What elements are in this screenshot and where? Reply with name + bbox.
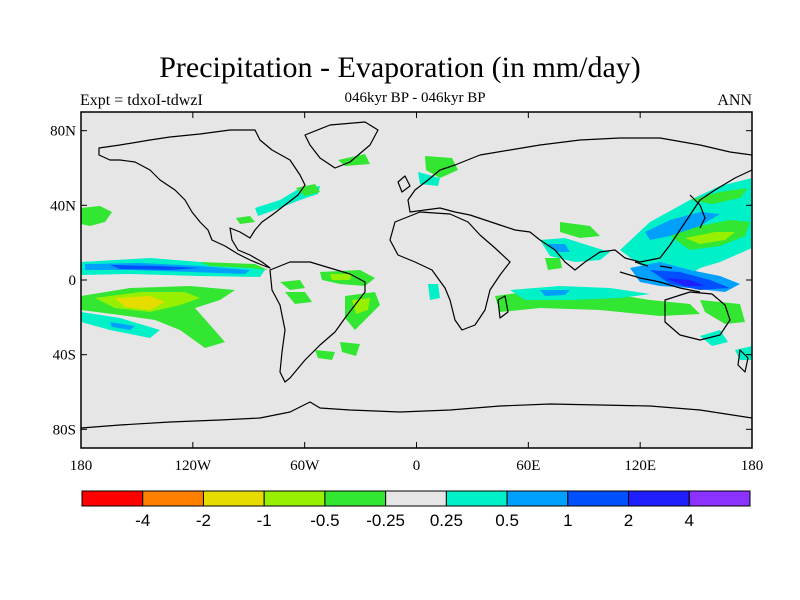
coastline-indonesia — [619, 261, 701, 293]
x-axis: 180 120W 60W 0 60E 120E 180 — [70, 112, 764, 474]
x-tick-label: 60W — [290, 458, 320, 474]
y-tick-label: 40N — [50, 198, 76, 214]
coastline-australia — [664, 291, 731, 341]
field-region-spcz-wet-core — [110, 322, 135, 330]
coastline-north-america — [98, 129, 306, 269]
colorbar-label: -0.25 — [366, 511, 405, 530]
field-region-brazil-dry — [330, 274, 352, 280]
field-region-patagonia-green — [285, 292, 312, 304]
coastline-japan — [689, 194, 706, 229]
field-region-sam-south-green — [315, 350, 335, 360]
x-tick-label: 0 — [413, 458, 421, 474]
field-region-satl-green-mid — [352, 298, 370, 314]
y-tick-label: 40S — [53, 348, 76, 364]
coastline-africa — [389, 211, 511, 331]
field-region-atl-green — [296, 184, 320, 196]
field-region-kuroshio-dry — [685, 232, 735, 244]
field-region-arabia-core — [548, 244, 570, 252]
field-region-gulf-green — [236, 216, 255, 224]
field-region-nepac-dry — [81, 206, 112, 226]
colorbar-swatch — [324, 490, 387, 507]
colorbar: -4 -2 -1 -0.5 -0.25 0.25 0.5 1 2 4 — [81, 490, 751, 530]
field-region-npac-wet-max — [110, 265, 200, 270]
colorbar-label: -0.5 — [310, 511, 339, 530]
colorbar-swatch — [445, 490, 508, 507]
colorbar-swatch — [263, 490, 326, 507]
colorbar-label: 2 — [624, 511, 633, 530]
season-label: ANN — [717, 92, 752, 109]
colorbar-swatch — [81, 490, 144, 507]
colorbar-swatch — [385, 490, 447, 507]
field-region-sio-wet-core — [540, 290, 570, 296]
field-region-india-green — [545, 258, 562, 270]
field-region-sam-south-green-2 — [340, 342, 360, 356]
field-region-mc-wet-max — [665, 278, 705, 286]
colorbar-swatch — [142, 490, 204, 507]
field-region-scand-green — [425, 156, 458, 178]
colorbar-swatch — [628, 490, 690, 507]
x-tick-label: 120E — [624, 458, 656, 474]
coastline-new-zealand — [737, 349, 749, 373]
field-region-nwpac-green — [690, 188, 748, 204]
x-tick-label: 180 — [70, 458, 93, 474]
period-subtitle: 046kyr BP - 046kyr BP — [344, 90, 486, 106]
colorbar-label: 1 — [563, 511, 572, 530]
field-layer — [81, 154, 752, 360]
y-tick-label: 80S — [53, 422, 76, 438]
field-region-wafrica-wet — [428, 284, 440, 300]
coastline-antarctica — [81, 401, 752, 429]
y-tick-label: 0 — [69, 273, 77, 289]
field-region-wpac-green-2 — [700, 300, 745, 324]
field-region-sio-wet — [510, 286, 650, 300]
x-tick-label: 120W — [174, 458, 212, 474]
coastline-layer — [81, 121, 752, 429]
page-title: Precipitation - Evaporation (in mm/day) — [159, 51, 641, 84]
y-tick-label: 80N — [50, 124, 76, 140]
coastline-uk — [397, 175, 411, 193]
colorbar-swatch — [567, 490, 630, 507]
colorbar-label: 0.25 — [430, 511, 463, 530]
colorbar-label: -4 — [135, 511, 150, 530]
colorbar-label: -1 — [257, 511, 272, 530]
field-region-spac-dry-core — [115, 296, 165, 310]
colorbar-swatch — [202, 490, 265, 507]
colorbar-label: 4 — [685, 511, 694, 530]
coastline-madagascar — [497, 295, 509, 319]
coastline-greenland — [304, 121, 379, 169]
y-axis: 80N 40N 0 40S 80S — [50, 124, 752, 438]
experiment-label: Expt = tdxoI-tdwzI — [80, 92, 203, 109]
field-region-seasia-green — [560, 222, 600, 238]
coastline-eurasia — [407, 137, 752, 271]
x-tick-label: 60E — [516, 458, 540, 474]
x-tick-label: 180 — [741, 458, 764, 474]
field-region-itcz-green — [200, 262, 268, 270]
coastline-south-america — [269, 261, 366, 383]
field-region-amazon-green — [280, 280, 305, 290]
colorbar-label: 0.5 — [495, 511, 519, 530]
colorbar-label: -2 — [196, 511, 211, 530]
colorbar-swatch — [506, 490, 569, 507]
colorbar-swatch — [688, 490, 751, 507]
